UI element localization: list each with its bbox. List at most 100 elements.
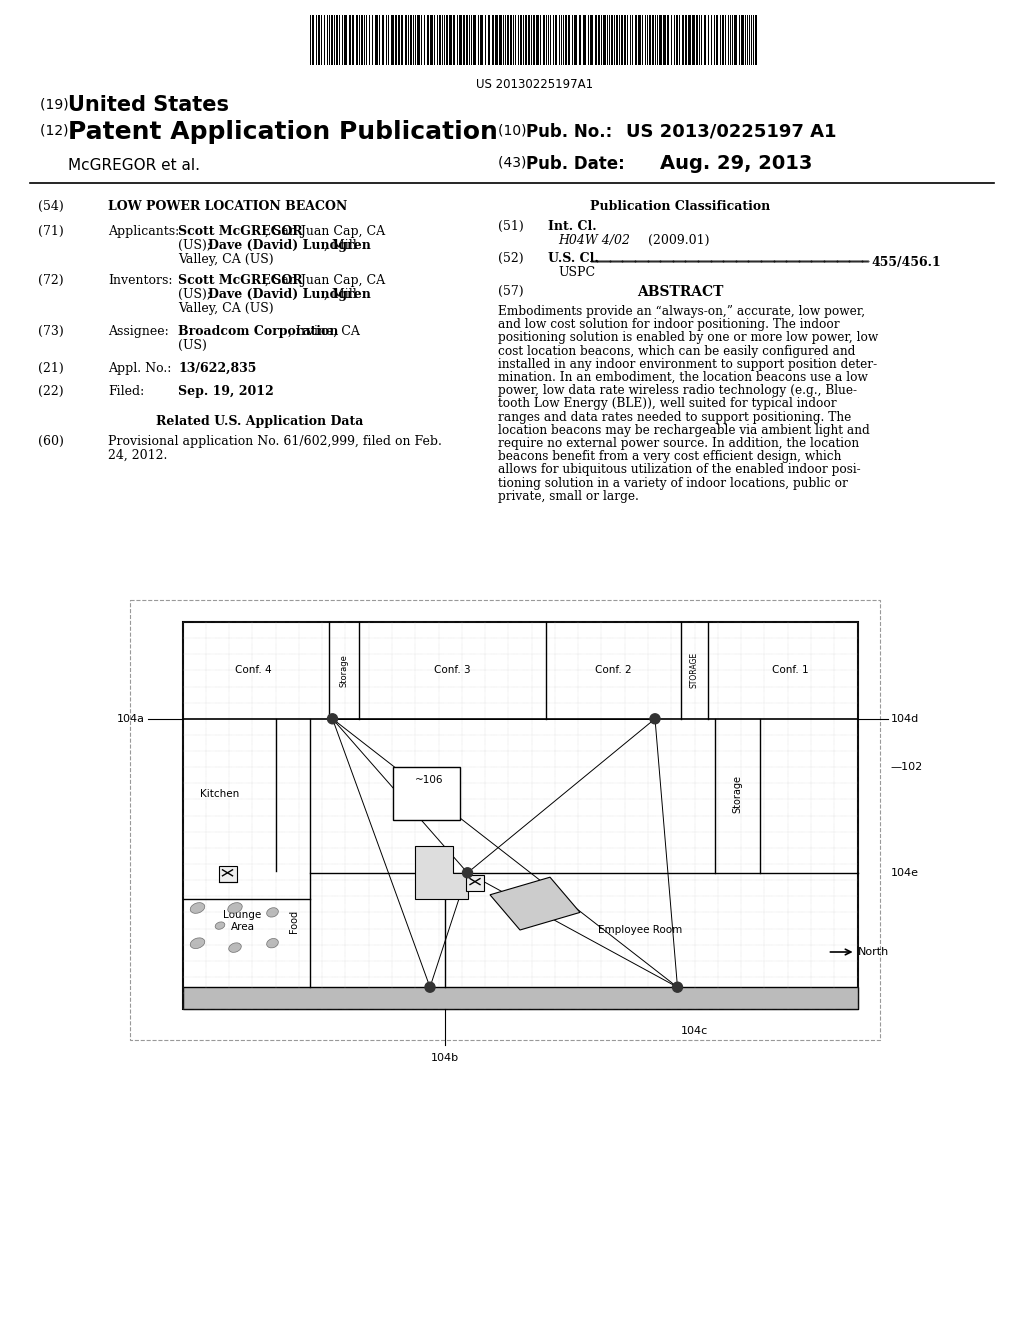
Text: Inventors:: Inventors: [108, 275, 172, 286]
Text: Scott McGREGOR: Scott McGREGOR [178, 275, 303, 286]
Bar [536, 15, 539, 65]
Text: Dave (David) Lundgren: Dave (David) Lundgren [208, 239, 371, 252]
Text: Kitchen: Kitchen [201, 788, 240, 799]
Text: Lounge
Area: Lounge Area [223, 911, 261, 932]
Text: (2009.01): (2009.01) [648, 234, 710, 247]
Text: (73): (73) [38, 325, 63, 338]
Bar [611, 15, 613, 65]
Bar [356, 15, 358, 65]
Bar [603, 15, 606, 65]
Bar [349, 15, 351, 65]
Bar [716, 15, 718, 65]
Text: (US): (US) [178, 339, 207, 352]
Text: (51): (51) [498, 220, 523, 234]
Text: ABSTRACT: ABSTRACT [637, 285, 723, 300]
Bar [495, 15, 498, 65]
Text: (22): (22) [38, 385, 63, 399]
Bar [218, 866, 237, 882]
Text: USPC: USPC [558, 267, 595, 279]
Bar [459, 15, 462, 65]
Ellipse shape [227, 903, 243, 913]
Text: location beacons may be rechargeable via ambient light and: location beacons may be rechargeable via… [498, 424, 869, 437]
Ellipse shape [228, 942, 242, 952]
Text: H04W 4/02: H04W 4/02 [558, 234, 630, 247]
Bar [722, 15, 724, 65]
Bar [398, 15, 400, 65]
Bar [616, 15, 618, 65]
Text: Storage: Storage [339, 653, 348, 686]
Text: tooth Low Energy (BLE)), well suited for typical indoor: tooth Low Energy (BLE)), well suited for… [498, 397, 837, 411]
Bar [466, 15, 468, 65]
Text: Valley, CA (US): Valley, CA (US) [178, 253, 273, 267]
Text: Dave (David) Lundgren: Dave (David) Lundgren [208, 288, 371, 301]
Text: Scott McGREGOR: Scott McGREGOR [178, 224, 303, 238]
Bar [410, 15, 412, 65]
Bar [480, 15, 483, 65]
Text: Food: Food [289, 909, 299, 933]
Text: 104e: 104e [891, 867, 919, 878]
Text: North: North [857, 946, 889, 957]
Bar [406, 15, 407, 65]
Text: (19): (19) [40, 98, 73, 112]
Bar [565, 15, 567, 65]
Bar [579, 15, 581, 65]
Text: McGREGOR et al.: McGREGOR et al. [68, 158, 200, 173]
Text: 104c: 104c [681, 1026, 708, 1036]
Bar [473, 15, 476, 65]
Text: Pub. No.:: Pub. No.: [526, 123, 618, 141]
Text: Aug. 29, 2013: Aug. 29, 2013 [660, 154, 812, 173]
Ellipse shape [190, 937, 205, 949]
Polygon shape [392, 767, 460, 820]
Text: , Irvine, CA: , Irvine, CA [288, 325, 359, 338]
Bar [449, 15, 452, 65]
Text: Publication Classification: Publication Classification [590, 201, 770, 213]
Text: US 2013/0225197 A1: US 2013/0225197 A1 [626, 121, 837, 140]
Bar [676, 15, 678, 65]
Bar [395, 15, 397, 65]
Bar [391, 15, 394, 65]
Text: ~106: ~106 [415, 775, 443, 785]
Text: Provisional application No. 61/602,999, filed on Feb.: Provisional application No. 61/602,999, … [108, 436, 442, 447]
Bar [621, 15, 623, 65]
Bar [528, 15, 530, 65]
Bar [439, 15, 441, 65]
Bar [734, 15, 737, 65]
Bar [543, 15, 545, 65]
Bar [741, 15, 744, 65]
Text: LOW POWER LOCATION BEACON: LOW POWER LOCATION BEACON [108, 201, 347, 213]
Polygon shape [182, 987, 857, 1010]
Text: , San Juan Cap, CA: , San Juan Cap, CA [265, 224, 385, 238]
Bar [318, 15, 319, 65]
Bar [417, 15, 420, 65]
Text: installed in any indoor environment to support position deter-: installed in any indoor environment to s… [498, 358, 878, 371]
Bar [331, 15, 333, 65]
Circle shape [463, 867, 472, 878]
Text: (21): (21) [38, 362, 63, 375]
Bar [430, 15, 433, 65]
Bar [595, 15, 597, 65]
Bar [492, 15, 494, 65]
Text: (57): (57) [498, 285, 523, 298]
Text: private, small or large.: private, small or large. [498, 490, 639, 503]
Bar [453, 15, 455, 65]
Bar [659, 15, 662, 65]
Text: (10): (10) [498, 123, 530, 137]
Text: Embodiments provide an “always-on,” accurate, low power,: Embodiments provide an “always-on,” accu… [498, 305, 865, 318]
Text: (71): (71) [38, 224, 63, 238]
Text: Conf. 3: Conf. 3 [434, 665, 471, 676]
Text: Broadcom Corporation: Broadcom Corporation [178, 325, 338, 338]
Text: (54): (54) [38, 201, 63, 213]
Text: United States: United States [68, 95, 229, 115]
Text: allows for ubiquitous utilization of the enabled indoor posi-: allows for ubiquitous utilization of the… [498, 463, 860, 477]
Bar [401, 15, 403, 65]
Text: Storage: Storage [732, 775, 742, 813]
Text: Related U.S. Application Data: Related U.S. Application Data [157, 414, 364, 428]
Text: Conf. 1: Conf. 1 [772, 665, 808, 676]
Text: US 20130225197A1: US 20130225197A1 [476, 78, 594, 91]
Text: Conf. 4: Conf. 4 [236, 665, 272, 676]
Text: , Mill: , Mill [324, 239, 356, 252]
Circle shape [425, 982, 435, 993]
Text: Conf. 2: Conf. 2 [595, 665, 632, 676]
Circle shape [328, 714, 338, 723]
Text: Valley, CA (US): Valley, CA (US) [178, 302, 273, 315]
